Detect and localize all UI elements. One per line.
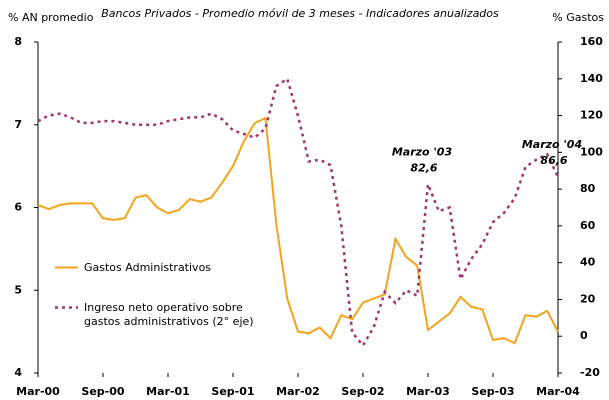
series-line [37,116,559,345]
y-axis-label: % AN promedio [8,11,94,24]
y2-tick-label: 0 [580,329,588,342]
y-tick-label: 6 [14,201,22,214]
y2-tick-label: 60 [580,219,596,232]
annotation-value: 86,6 [540,154,567,167]
legend-label: Ingreso neto operativo sobre gastos admi… [84,300,254,328]
annotation: Marzo '03 [392,145,453,158]
y-tick-label: 5 [14,283,22,296]
y2-tick-label: 140 [580,72,603,85]
y-tick-label: 4 [14,366,22,379]
x-tick-label: Sep-01 [211,385,254,398]
y2-tick-label: -20 [580,366,600,379]
y-tick-label: 7 [14,118,22,131]
x-tick-label: Sep-00 [81,385,124,398]
y2-tick-label: 20 [580,292,596,305]
x-tick-label: Mar-04 [536,385,580,398]
y2-tick-label: 100 [580,145,603,158]
y2-tick-label: 80 [580,182,596,195]
series-line [37,76,560,348]
x-tick-label: Mar-00 [16,385,60,398]
legend-label: Gastos Administrativos [84,260,212,274]
annotation-value: 82,6 [410,161,437,174]
y2-axis-label: % Gastos [552,11,604,24]
y2-tick-label: 120 [580,109,603,122]
annotation: Marzo '04 [522,138,582,151]
y2-tick-label: 160 [580,35,603,48]
x-tick-label: Sep-03 [471,385,514,398]
x-tick-label: Mar-02 [276,385,320,398]
y-tick-label: 8 [14,35,22,48]
y2-tick-label: 40 [580,256,596,269]
chart-subtitle: Bancos Privados - Promedio móvil de 3 me… [101,7,499,20]
x-tick-label: Sep-02 [341,385,384,398]
x-tick-label: Mar-01 [146,385,190,398]
x-tick-label: Mar-03 [406,385,450,398]
